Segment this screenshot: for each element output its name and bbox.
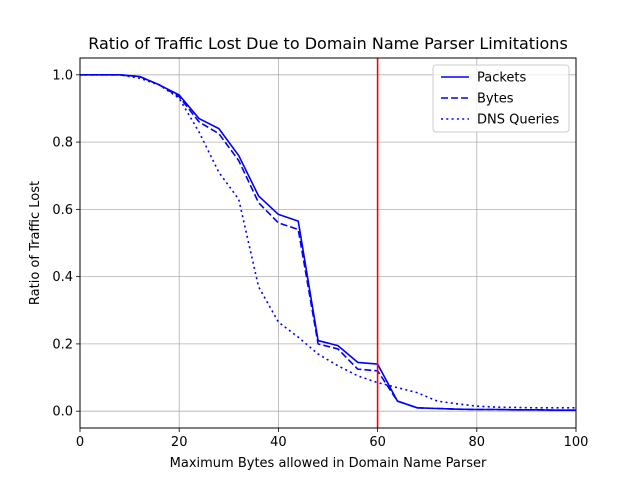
legend-label: Packets [477,71,527,86]
x-tick-label: 20 [171,435,188,450]
x-axis-ticks: 0 20 40 60 80 100 [76,428,589,450]
y-axis-label: Ratio of Traffic Lost [28,181,43,305]
x-tick-label: 40 [270,435,287,450]
y-tick-label: 0.0 [52,405,73,420]
x-tick-label: 0 [76,435,84,450]
x-tick-label: 60 [369,435,386,450]
legend-label: DNS Queries [477,113,560,128]
legend-label: Bytes [477,92,514,107]
x-axis-label: Maximum Bytes allowed in Domain Name Par… [170,456,487,471]
legend-box [432,64,570,133]
series-line-dns-queries [80,74,576,409]
x-tick-label: 100 [564,435,589,450]
plot-frame [79,57,577,429]
legend: Packets Bytes DNS Queries [432,64,570,133]
chart-title: Ratio of Traffic Lost Due to Domain Name… [88,34,568,53]
plot-lines [80,74,576,411]
y-tick-label: 0.4 [52,270,73,285]
y-tick-label: 0.2 [52,337,73,352]
series-line-bytes [80,74,576,411]
y-tick-label: 1.0 [52,68,73,83]
y-tick-label: 0.6 [52,203,73,218]
grid [79,58,577,428]
y-tick-label: 0.8 [52,136,73,151]
x-tick-label: 80 [469,435,486,450]
y-axis-ticks: 0.0 0.2 0.4 0.6 0.8 1.0 [52,68,80,420]
